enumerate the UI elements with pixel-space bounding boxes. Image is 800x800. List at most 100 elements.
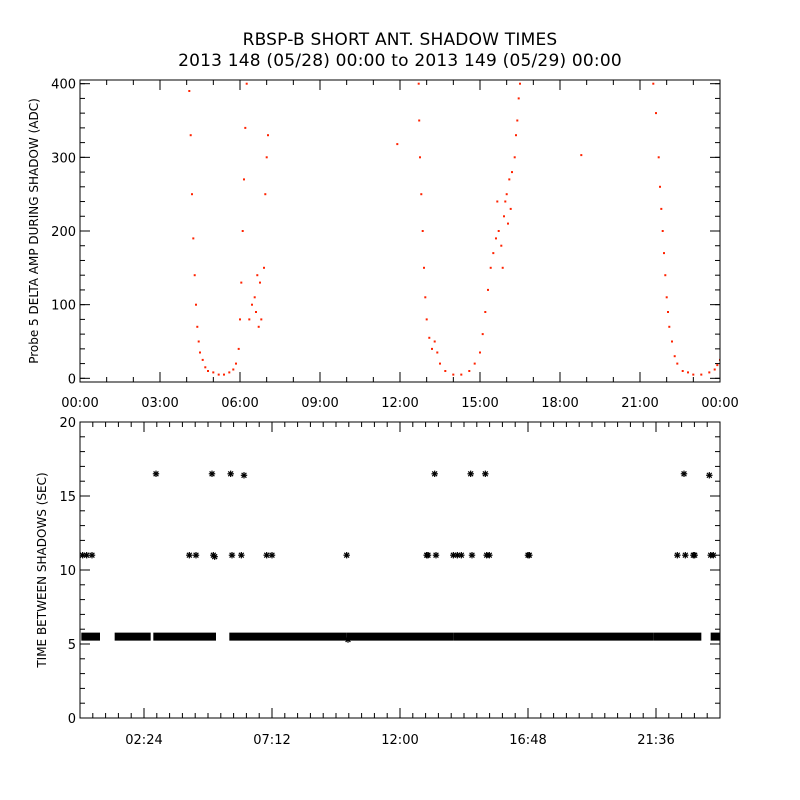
- chart-title-block: RBSP-B SHORT ANT. SHADOW TIMES 2013 148 …: [80, 30, 720, 72]
- asterisk-stroke: [706, 472, 713, 479]
- asterisk-marker: [486, 552, 493, 559]
- y-tick-label: 20: [59, 416, 76, 431]
- data-point: [473, 362, 476, 365]
- data-point: [661, 230, 664, 232]
- y-tick-label: 0: [68, 712, 76, 727]
- asterisk-stroke: [89, 552, 95, 559]
- asterisk-marker: [706, 472, 713, 479]
- data-point: [420, 193, 423, 196]
- asterisk-marker: [680, 470, 688, 477]
- data-point: [417, 82, 420, 85]
- x-tick-label: 09:00: [301, 396, 338, 411]
- data-point: [513, 156, 516, 159]
- asterisk-marker: [228, 552, 236, 559]
- asterisk-marker: [482, 470, 489, 477]
- data-point: [232, 368, 235, 371]
- y-tick-label: 400: [51, 78, 76, 93]
- x-tick-label: 18:00: [541, 396, 578, 411]
- data-point: [487, 288, 489, 291]
- x-tick-label: 03:00: [141, 396, 178, 411]
- data-point: [436, 351, 439, 354]
- x-tick-label: 00:00: [701, 396, 738, 411]
- asterisk-marker: [682, 552, 689, 559]
- data-point: [492, 252, 495, 255]
- bottom-data-layer: [80, 470, 720, 643]
- asterisk-marker: [192, 552, 200, 559]
- data-point: [240, 281, 243, 284]
- data-point: [243, 178, 245, 181]
- data-point: [452, 373, 455, 376]
- data-point: [501, 266, 504, 269]
- data-point: [659, 185, 661, 188]
- data-point: [235, 362, 237, 365]
- data-point: [484, 311, 487, 313]
- data-point: [687, 371, 689, 374]
- x-tick-label: 06:00: [221, 396, 258, 411]
- asterisk-stroke: [710, 552, 717, 559]
- data-point: [265, 156, 268, 159]
- asterisk-marker: [88, 552, 96, 559]
- data-point: [431, 347, 433, 350]
- data-point: [481, 333, 484, 336]
- x-tick-label: 15:00: [461, 396, 498, 411]
- data-point: [663, 252, 665, 255]
- data-point: [479, 351, 481, 354]
- asterisk-marker: [458, 552, 465, 559]
- asterisk-marker: [344, 636, 352, 643]
- data-point: [507, 222, 509, 225]
- asterisk-stroke: [269, 552, 275, 559]
- data-point: [199, 351, 201, 354]
- bottom-panel: 02:24 07:12 12:00 16:48 21:36 0 5 10 15 20 TIME BE…: [35, 416, 721, 748]
- data-point: [207, 370, 209, 372]
- data-point: [196, 325, 199, 328]
- data-point: [495, 237, 497, 240]
- data-point: [239, 318, 241, 321]
- data-point: [255, 311, 257, 313]
- asterisk-stroke: [431, 470, 438, 477]
- asterisk-marker: [526, 552, 533, 559]
- data-point: [667, 311, 669, 313]
- data-point: [657, 156, 660, 159]
- asterisk-stroke: [433, 552, 439, 559]
- asterisk-stroke: [241, 472, 247, 479]
- data-point: [423, 266, 425, 269]
- data-point: [700, 373, 703, 376]
- data-point: [267, 134, 269, 137]
- asterisk-marker: [432, 552, 440, 559]
- data-point: [260, 318, 263, 321]
- data-point: [681, 370, 684, 372]
- data-point: [396, 143, 399, 146]
- data-point: [519, 82, 521, 85]
- data-point: [500, 244, 503, 247]
- data-point: [424, 296, 427, 299]
- data-point: [503, 215, 505, 218]
- x-tick-label: 21:36: [637, 733, 674, 748]
- data-point: [652, 82, 655, 85]
- x-tick-label: 00:00: [61, 396, 98, 411]
- data-point: [419, 156, 421, 159]
- data-point: [191, 193, 193, 196]
- asterisk-marker: [186, 552, 193, 559]
- data-point: [504, 200, 507, 203]
- asterisk-stroke: [345, 636, 351, 643]
- data-point: [192, 237, 195, 240]
- data-point: [259, 281, 261, 284]
- data-point: [671, 340, 673, 343]
- data-point: [195, 303, 197, 306]
- asterisk-marker: [468, 552, 476, 559]
- asterisk-stroke: [467, 470, 474, 477]
- x-tick-label: 12:00: [381, 396, 418, 411]
- asterisk-stroke: [682, 552, 689, 559]
- y-tick-label: 5: [68, 638, 76, 653]
- top-panel: 00:00 03:00 06:00 09:00 12:00 15:00 18:00 21:00…: [27, 78, 739, 411]
- asterisk-stroke: [186, 552, 193, 559]
- data-point: [245, 82, 248, 85]
- data-point: [201, 358, 204, 361]
- y-tick-label: 10: [59, 564, 76, 579]
- x-tick-label: 12:00: [381, 733, 418, 748]
- data-point: [468, 370, 471, 372]
- asterisk-marker: [431, 470, 438, 477]
- data-point: [425, 318, 428, 321]
- data-point: [256, 274, 259, 277]
